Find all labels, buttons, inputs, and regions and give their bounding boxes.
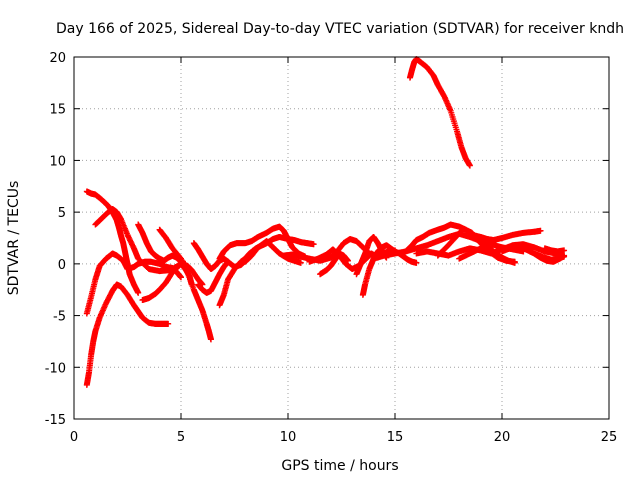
- grid: [74, 57, 609, 419]
- y-tick-label: 15: [49, 103, 66, 118]
- series-arc-09: [190, 240, 249, 273]
- y-tick-label: 5: [58, 206, 66, 221]
- series-arc-06: [139, 260, 206, 304]
- y-tick-label: -10: [45, 361, 66, 376]
- data-point: [561, 247, 568, 254]
- y-tick-label: -15: [45, 413, 66, 428]
- data-point: [297, 259, 304, 266]
- data-point: [537, 227, 544, 234]
- x-tick-label: 20: [494, 430, 511, 445]
- data-point: [561, 252, 568, 259]
- x-tick-label: 5: [177, 430, 185, 445]
- data-point: [165, 320, 172, 327]
- series-arc-07: [156, 226, 214, 343]
- data-point: [310, 241, 317, 248]
- y-tick-label: 0: [58, 258, 66, 273]
- series-arc-26: [406, 56, 473, 169]
- x-axis-title: GPS time / hours: [281, 458, 398, 474]
- series-arc-14: [306, 246, 381, 273]
- data-point: [178, 274, 184, 281]
- data-point: [466, 162, 473, 169]
- series-arc-03: [83, 188, 142, 296]
- data-point: [413, 259, 420, 266]
- x-tick-label: 0: [70, 430, 78, 445]
- series-arc-22: [456, 242, 518, 266]
- series-arc-01: [83, 281, 172, 388]
- plot-frame: [73, 56, 610, 420]
- chart-title: Day 166 of 2025, Sidereal Day-to-day VTE…: [56, 21, 624, 37]
- data-point: [207, 336, 214, 343]
- series-arc-21: [434, 225, 518, 265]
- x-tick-label: 10: [280, 430, 297, 445]
- x-tick-label: 25: [601, 430, 618, 445]
- data-points: [83, 56, 568, 388]
- x-tick-label: 15: [387, 430, 404, 445]
- y-tick-label: 20: [49, 51, 66, 66]
- data-point: [135, 289, 142, 296]
- y-tick-label: 10: [49, 154, 66, 169]
- series-arc-25: [541, 245, 568, 255]
- series-arc-24: [531, 250, 568, 265]
- y-tick-label: -5: [53, 310, 66, 325]
- data-point: [511, 259, 518, 266]
- series-arc-15: [317, 250, 351, 278]
- data-point: [344, 257, 351, 264]
- y-axis-title: SDTVAR / TECUs: [6, 181, 22, 296]
